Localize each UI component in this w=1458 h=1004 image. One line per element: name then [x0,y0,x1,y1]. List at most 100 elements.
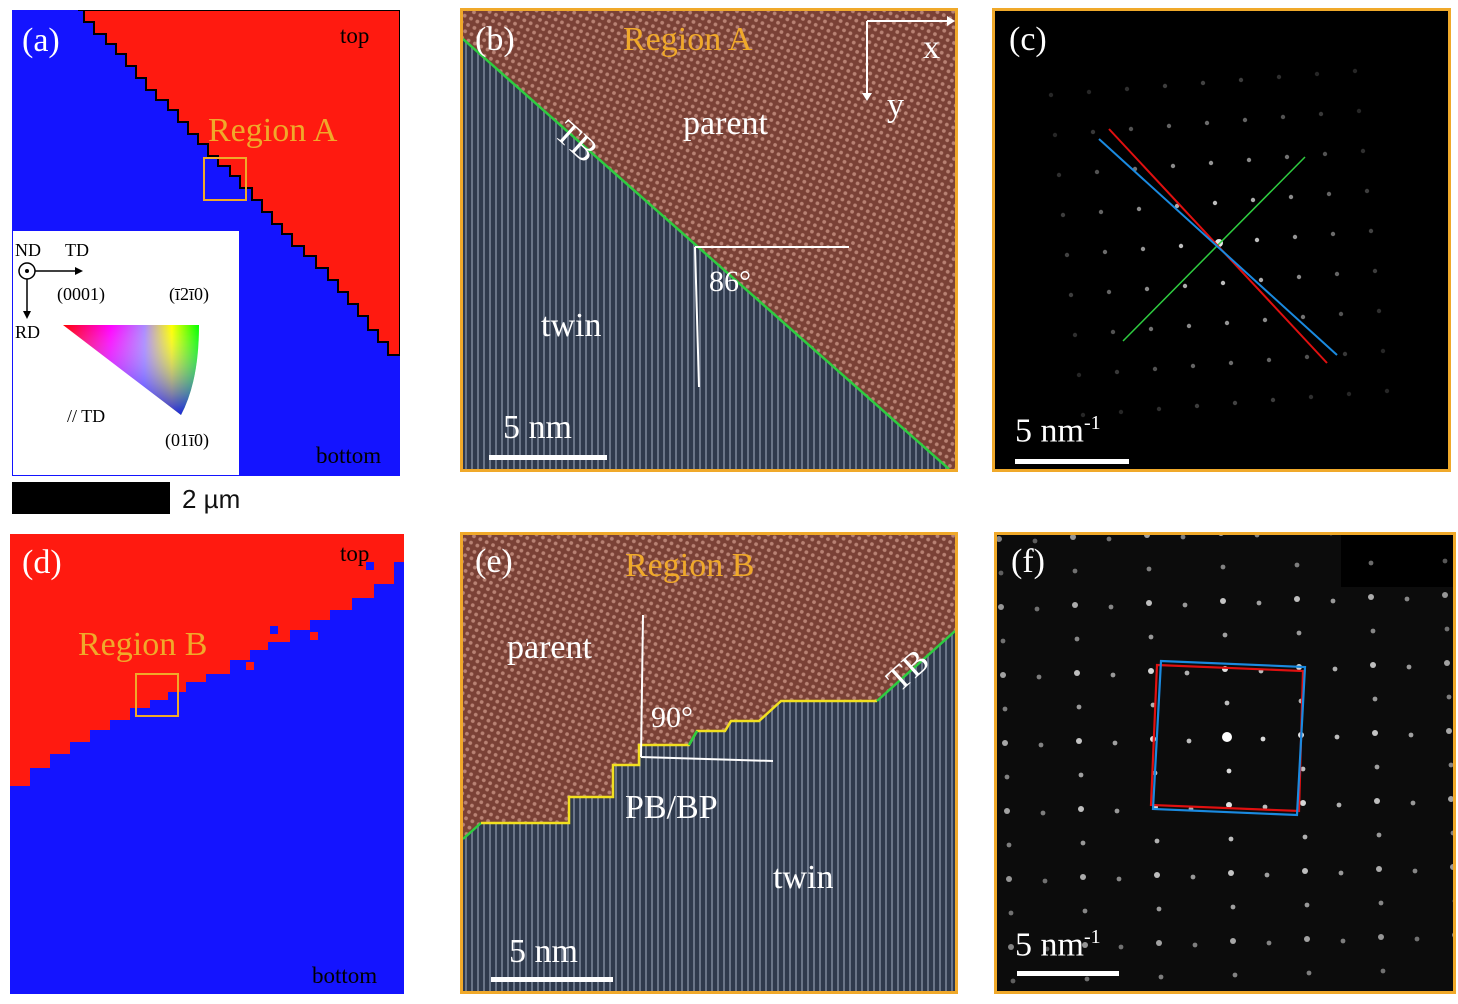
diffraction-spot [1036,674,1042,680]
diffraction-spot [1148,634,1154,640]
panel-c: (c) 5 nm-1 [992,8,1451,472]
diffraction-spot [1228,870,1234,876]
diffraction-spot [1448,796,1453,802]
diffraction-spot [1190,874,1196,880]
diffraction-spot [1060,212,1066,218]
parent-speck [380,574,388,582]
diffraction-spot [1266,940,1272,946]
diffraction-spot [1222,732,1232,742]
diffraction-spot [1178,243,1184,249]
diffraction-spot [1378,934,1384,940]
diffraction-spot [1230,904,1236,910]
diffraction-spot [1314,71,1320,77]
scalebar-c-value: 5 nm [1015,412,1084,450]
diffraction-spot [1048,92,1054,98]
td-label: TD [65,240,89,260]
rd-label: RD [15,322,41,342]
diffraction-spot [1384,388,1390,394]
y-axis-arrowhead [862,93,872,101]
diffraction-spot [1376,866,1382,872]
diffraction-spot [1208,160,1214,166]
scalebar-b-text: 5 nm [503,409,572,446]
panel-a-label: (a) [22,22,60,59]
diffraction-spot [1186,323,1192,329]
diffraction-spot [1302,868,1308,874]
diffraction-spot [1318,111,1324,117]
diffraction-spot [1008,944,1014,950]
panel-b-image [463,11,955,469]
diffraction-spot [1300,314,1306,320]
diffraction-spot [1072,568,1078,574]
diffraction-spot [1042,878,1048,884]
diffraction-spot [1450,864,1453,870]
diffraction-spot [1010,978,1016,984]
diffraction-spot [1294,562,1300,568]
diffraction-spot [1076,738,1082,744]
region-a-label: Region A [208,112,338,149]
saed-blue-rect [1151,659,1307,817]
diffraction-spot [1170,163,1176,169]
diffraction-spot [1284,154,1290,160]
diffraction-spot [1076,704,1082,710]
panel-b: (b) Region A x y TB parent twin 86° 5 nm [460,8,958,472]
ipf-triangle-shade [63,325,199,415]
scalebar-c [1015,459,1129,464]
diffraction-spot [1090,129,1096,135]
diffraction-spot [1238,77,1244,83]
diffraction-spot [1230,938,1236,944]
diffraction-spot [1446,728,1452,734]
angle-label: 90° [651,701,693,734]
diffraction-spot [1072,602,1078,608]
diffraction-spot [1222,632,1228,638]
diffraction-spot [1262,804,1268,810]
diffraction-spot [1338,311,1344,317]
diffraction-spot [1184,670,1190,676]
parent-region [10,534,404,786]
fft-blue-line [1098,138,1338,356]
diffraction-spot [1158,974,1164,980]
region-b-box [135,673,179,717]
diffraction-spot [1182,602,1188,608]
y-axis-label: y [887,87,904,124]
panel-e-label: (e) [475,543,513,580]
diffraction-spot [1006,876,1012,882]
diffraction-spot [1262,317,1268,323]
diffraction-spot [1200,80,1206,86]
diffraction-spot [1304,902,1310,908]
diffraction-spot [1074,670,1080,676]
diffraction-spot [1078,772,1084,778]
panel-e-image [463,535,955,991]
diffraction-spot [1376,832,1382,838]
diffraction-spot [1084,976,1090,982]
diffraction-spot [1116,876,1122,882]
diffraction-spot [1306,970,1312,976]
diffraction-spot [1220,598,1226,604]
scalebar-c-exp: -1 [1083,412,1101,434]
angle-line-vertical [640,614,644,758]
diffraction-spot [1194,403,1200,409]
diffraction-spot [1406,664,1412,670]
diffraction-spot [1154,838,1160,844]
diffraction-spot [1086,89,1092,95]
diffraction-spot [1346,391,1352,397]
parent-label: parent [683,105,768,142]
diffraction-spot [1246,157,1252,163]
panel-f: (f) 5 nm-1 [994,532,1456,994]
diffraction-spot [1334,734,1340,740]
parent-label: parent [507,629,592,666]
panel-f-saed [997,535,1453,984]
twin-label: twin [541,307,602,344]
bottom-label: bottom [316,443,382,468]
diffraction-spot [1006,842,1012,848]
pb-bp-yellow-line [481,699,877,825]
diffraction-spot [1340,938,1346,944]
diffraction-spot [1082,908,1088,914]
diffraction-spot [1174,203,1180,209]
diffraction-spot [1232,972,1238,978]
diffraction-spot [1410,800,1416,806]
diffraction-spot [1352,68,1358,74]
diffraction-spot [1098,209,1104,215]
diffraction-spot [1256,600,1262,606]
diffraction-spot [1186,738,1192,744]
diffraction-spot [1218,535,1224,536]
